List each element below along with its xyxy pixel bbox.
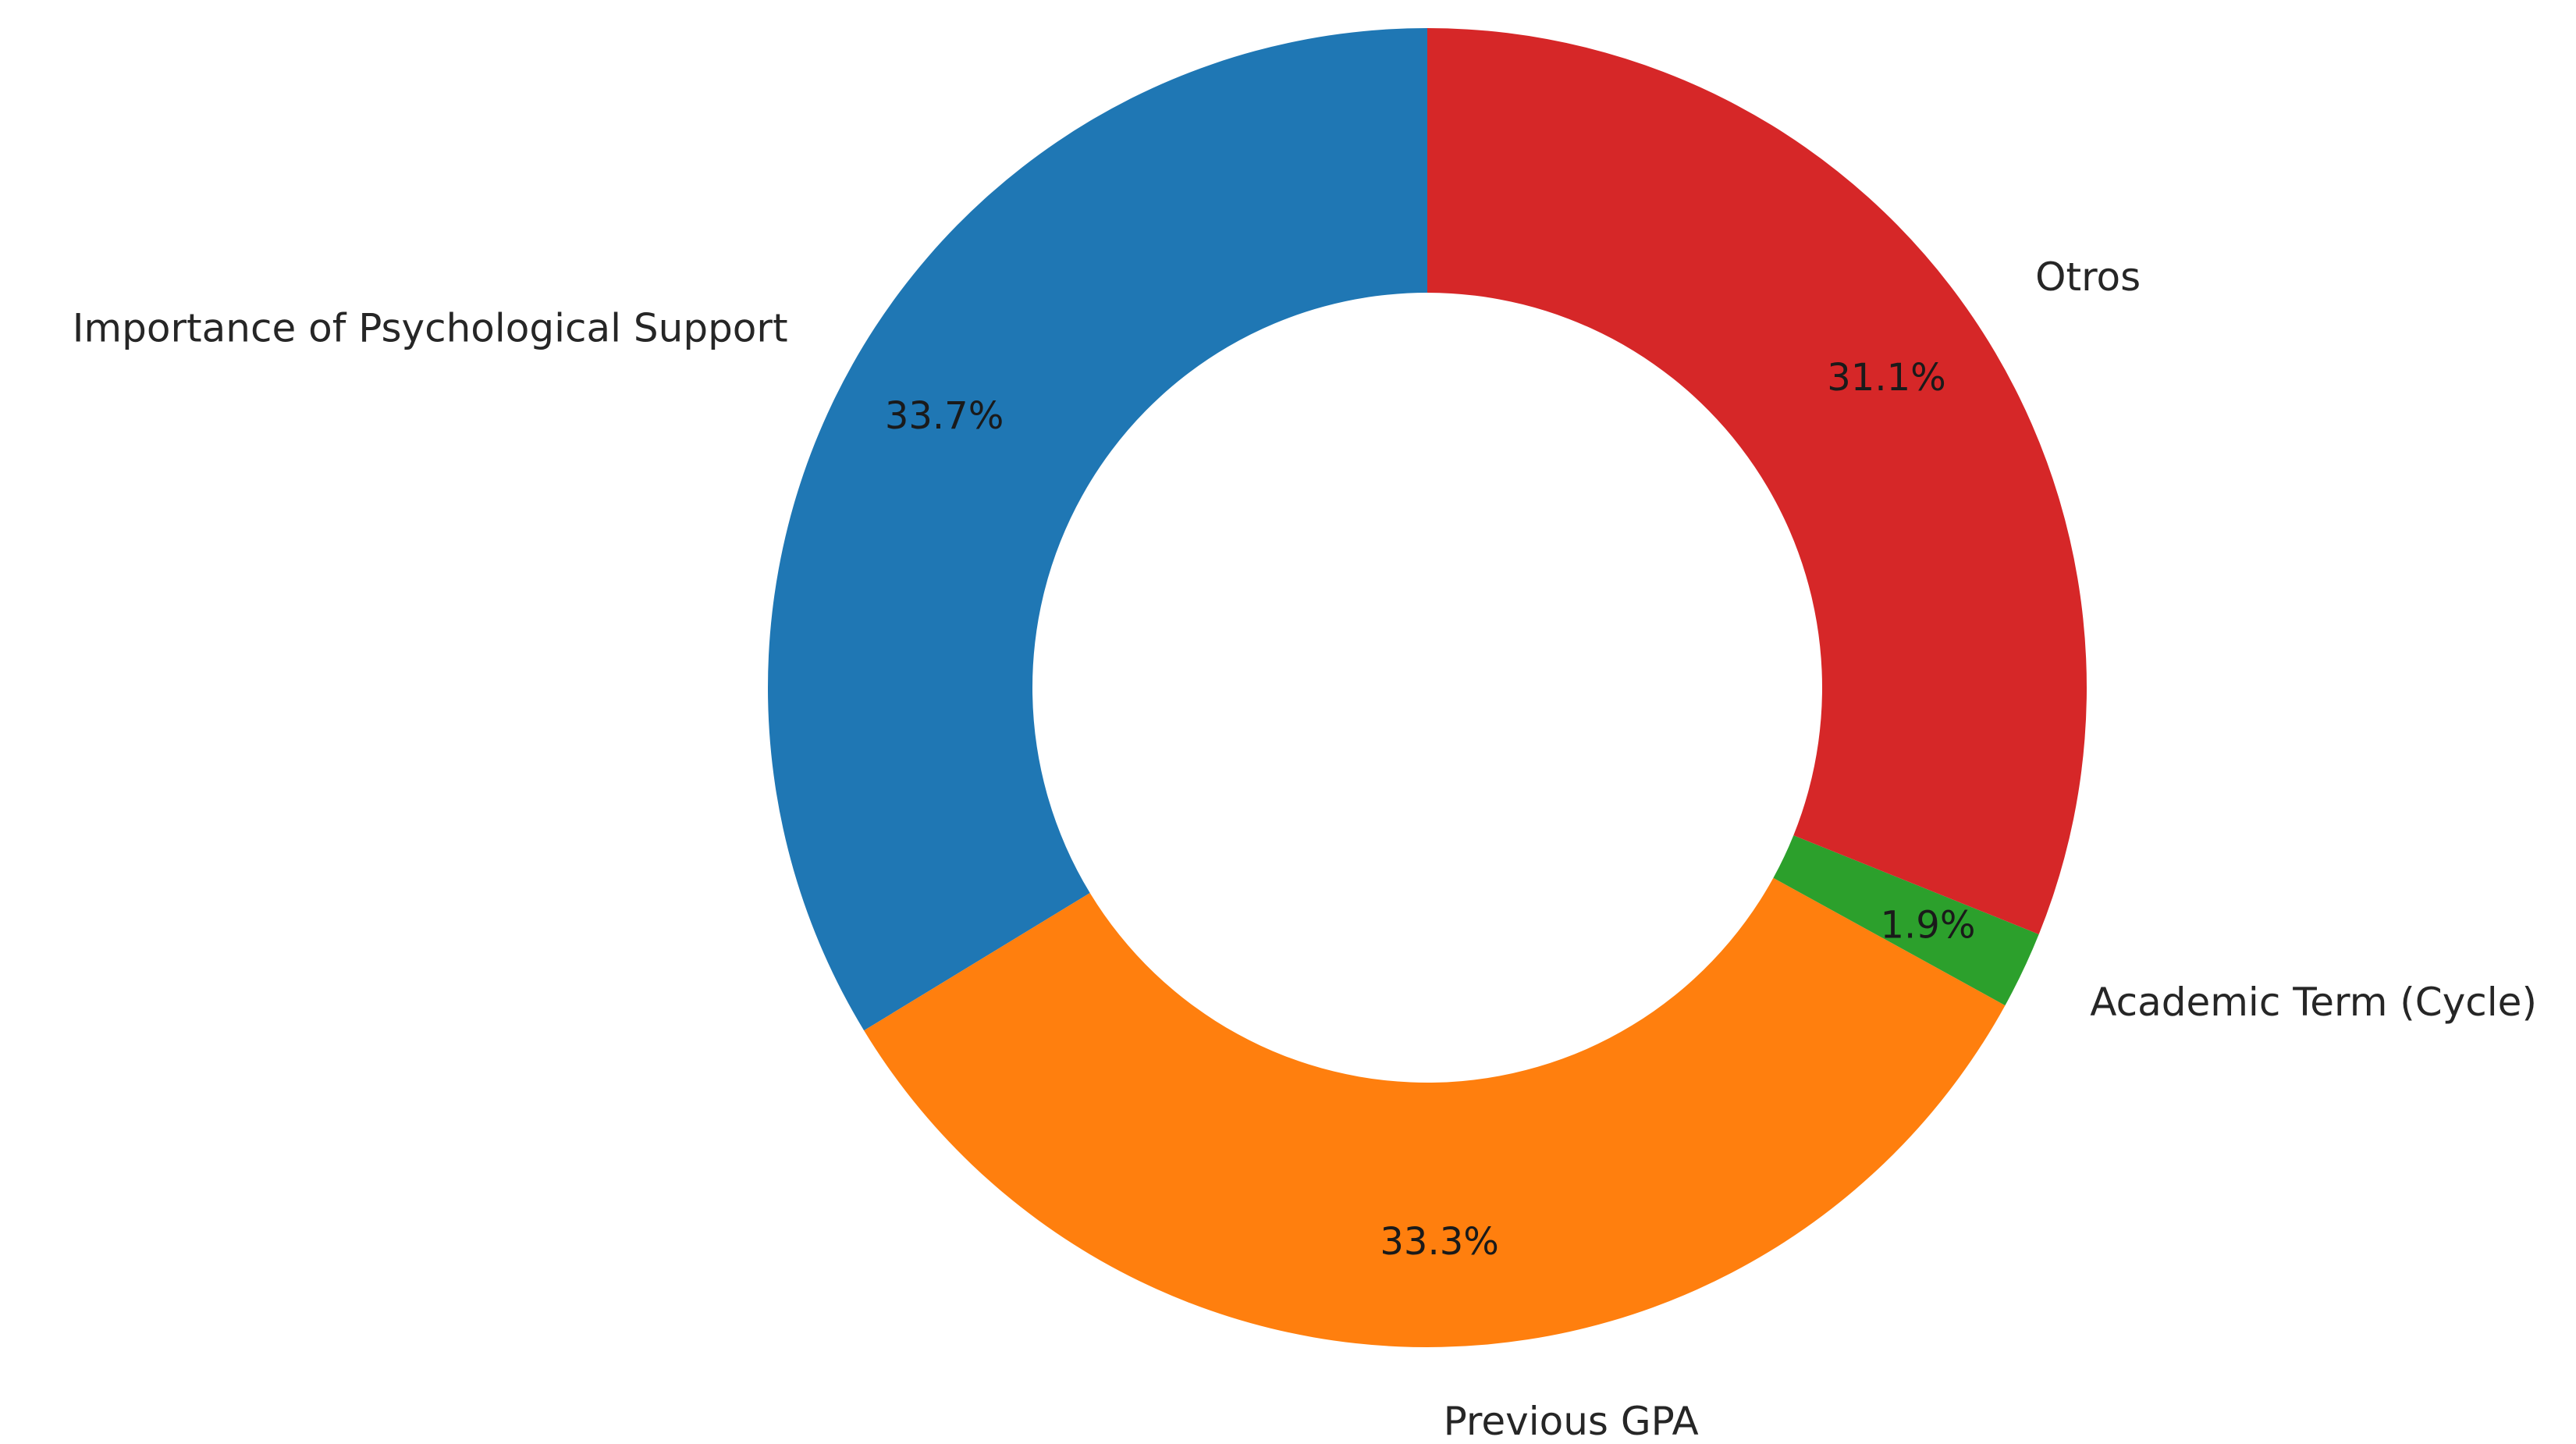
pct-label-otros: 31.1% [1827,356,1945,400]
slice-otros [1427,28,2087,934]
category-label-academic-term-cycle: Academic Term (Cycle) [2090,980,2537,1025]
pct-label-importance-of-psychological-support: 33.7% [885,394,1004,438]
slice-previous-gpa [864,877,2006,1348]
category-label-importance-of-psychological-support: Importance of Psychological Support [73,305,788,350]
pct-label-previous-gpa: 33.3% [1380,1220,1498,1264]
slice-importance-of-psychological-support [768,28,1427,1031]
slices-group [768,28,2087,1348]
category-label-previous-gpa: Previous GPA [1444,1399,1699,1444]
labels-group: 33.7% Importance of Psychological Support… [73,254,2537,1444]
category-label-otros: Otros [2035,254,2141,300]
pct-label-academic-term-cycle: 1.9% [1880,903,1975,947]
slice-academic-term-cycle [1773,835,2039,1006]
